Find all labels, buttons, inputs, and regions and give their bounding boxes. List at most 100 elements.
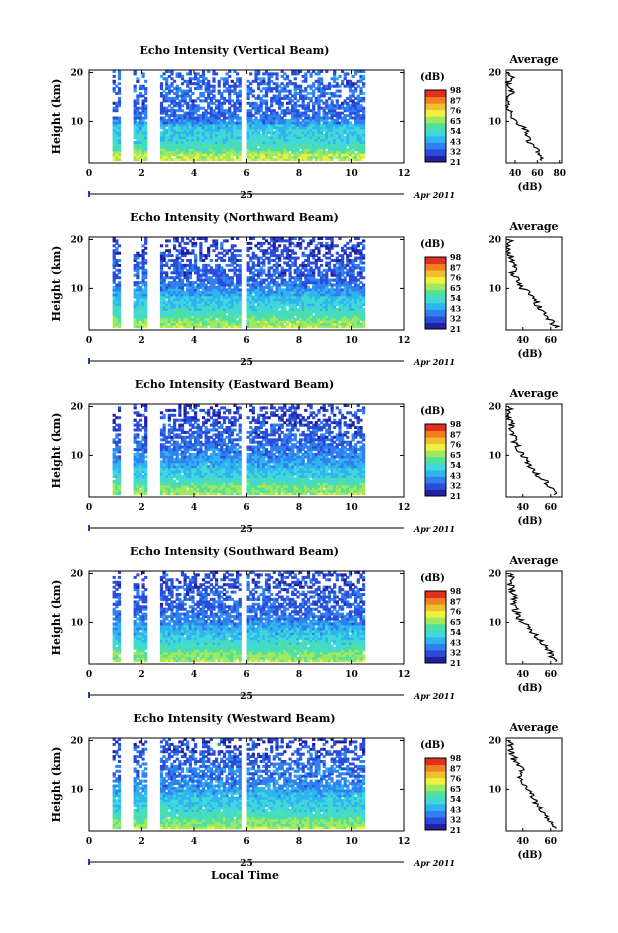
heat-cell (189, 259, 192, 262)
heat-cell (239, 288, 242, 291)
x-tick-label: 8 (296, 169, 302, 179)
heat-cell (113, 75, 116, 78)
colorbar-segment (425, 270, 446, 277)
heat-cell (228, 75, 231, 78)
heat-cell (362, 92, 365, 95)
heat-cell (212, 77, 215, 80)
heat-cell (362, 284, 365, 287)
heat-cell (346, 72, 349, 75)
average-frame (506, 237, 562, 330)
heat-cell (320, 259, 323, 262)
heat-cell (144, 80, 147, 83)
colorbar-segment (425, 90, 446, 97)
colorbar-tick-label: 98 (450, 252, 462, 262)
heat-cell (294, 77, 297, 80)
heat-cell (236, 72, 239, 75)
heat-cell (336, 244, 339, 247)
heat-cell (207, 80, 210, 83)
heat-cell (362, 308, 365, 311)
colorbar-tick-label: 76 (450, 106, 462, 116)
heat-cell (239, 117, 242, 120)
x-tick-label: 2 (138, 169, 144, 179)
colorbar-tick-label: 32 (450, 147, 461, 157)
heat-cell (362, 262, 365, 265)
heat-cell (144, 252, 147, 255)
heat-cell (118, 455, 121, 458)
x-tick-label: 6 (243, 336, 249, 346)
colorbar-segment (425, 110, 446, 117)
colorbar-segment (425, 142, 446, 149)
heat-cell (160, 244, 163, 247)
heat-cell (249, 242, 252, 245)
colorbar-segment (425, 116, 446, 123)
heat-cell (275, 72, 278, 75)
colorbar-tick-label: 43 (450, 136, 462, 146)
heat-cell (144, 121, 147, 124)
heat-cell (223, 259, 226, 262)
heat-cell (239, 259, 242, 262)
colorbar-segment (425, 309, 446, 316)
heat-cell (194, 254, 197, 257)
heat-cell (144, 259, 147, 262)
colorbar-tick-label: 54 (450, 293, 462, 303)
heat-cell (160, 82, 163, 85)
heat-cell (144, 247, 147, 250)
x-tick-label: 8 (296, 336, 302, 346)
x-tick-label: 12 (398, 169, 411, 179)
heat-cell (215, 72, 218, 75)
heat-cell (362, 239, 365, 242)
date-day: 25 (240, 358, 253, 368)
heat-cell (134, 85, 137, 88)
heat-cell (212, 85, 215, 88)
avg-x-tick-label: 60 (545, 336, 558, 346)
heat-cell (136, 77, 139, 80)
colorbar-segment (425, 97, 446, 104)
x-tick-label: 0 (86, 169, 92, 179)
colorbar-segment (425, 296, 446, 303)
avg-x-tick-label: 60 (531, 169, 544, 179)
colorbar-segment (425, 129, 446, 136)
heat-cell (118, 87, 121, 90)
colorbar-segment (425, 149, 446, 156)
heat-cell (113, 80, 116, 83)
avg-y-tick-label: 20 (488, 68, 501, 78)
colorbar-tick-label: 21 (450, 157, 461, 167)
heat-cell (252, 90, 255, 93)
heat-cell (144, 104, 147, 107)
y-axis-label: Height (km) (50, 79, 63, 155)
avg-y-tick-label: 10 (488, 117, 501, 127)
heat-cell (299, 85, 302, 88)
heat-cell (362, 97, 365, 100)
heat-cell (118, 438, 121, 441)
heat-cell (233, 244, 236, 247)
heat-cell (181, 75, 184, 78)
heat-cell (144, 97, 147, 100)
colorbar-segment (425, 303, 446, 310)
heat-cell (118, 97, 121, 100)
x-tick-label: 10 (345, 169, 358, 179)
date-tail: Apr 2011 (413, 190, 455, 200)
x-tick-label: 12 (398, 336, 411, 346)
heat-cell (210, 259, 213, 262)
heat-cell (265, 99, 268, 102)
y-tick-label: 10 (70, 117, 83, 127)
colorbar-tick-label: 65 (450, 283, 461, 293)
colorbar-segment (425, 155, 446, 162)
avg-x-axis-label: (dB) (518, 182, 543, 193)
y-axis-label: Height (km) (50, 246, 63, 322)
heat-cell (338, 75, 341, 78)
heat-cell (296, 257, 299, 260)
heat-cell (278, 244, 281, 247)
heat-cell (118, 276, 121, 279)
heat-cell (173, 80, 176, 83)
colorbar-tick-label: 87 (450, 95, 461, 105)
colorbar-segment (425, 283, 446, 290)
heat-cell (294, 252, 297, 255)
heat-cell (194, 242, 197, 245)
colorbar-tick-label: 76 (450, 273, 462, 283)
heat-cell (281, 102, 284, 105)
colorbar-segment (425, 136, 446, 143)
average-title: Average (508, 53, 558, 66)
colorbar-tick-label: 98 (450, 85, 462, 95)
avg-y-tick-label: 10 (488, 284, 501, 294)
